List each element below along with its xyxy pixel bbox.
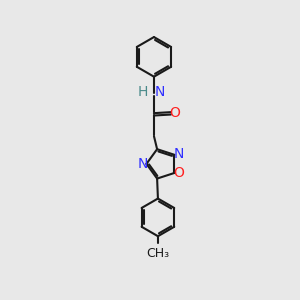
Text: N: N	[137, 157, 148, 171]
Text: N: N	[173, 147, 184, 161]
Text: H: H	[137, 85, 148, 98]
Text: N: N	[155, 85, 165, 98]
Text: O: O	[170, 106, 181, 120]
Text: O: O	[173, 166, 184, 180]
Text: CH₃: CH₃	[146, 247, 170, 260]
